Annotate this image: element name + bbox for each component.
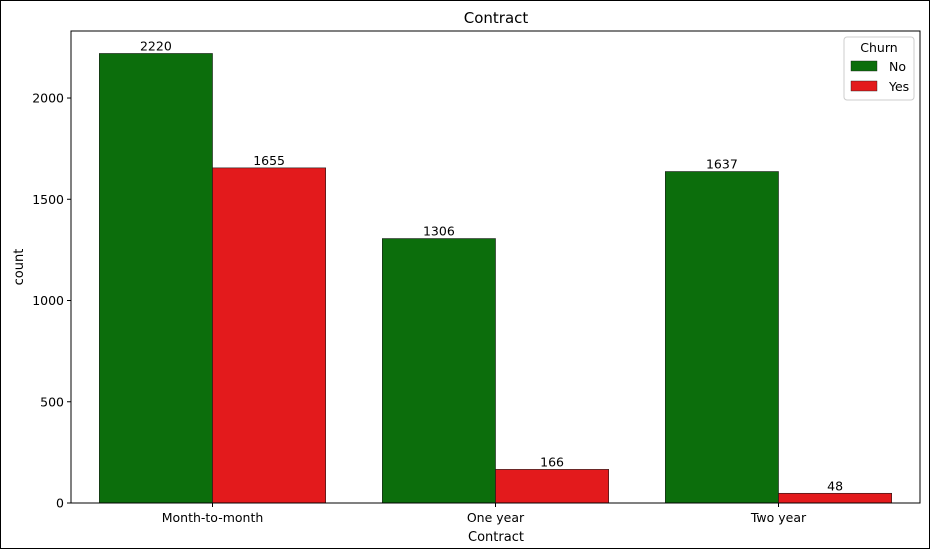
bar-no-1 xyxy=(381,238,496,504)
bar-yes-1 xyxy=(495,469,609,504)
legend-swatch-no xyxy=(850,60,878,72)
legend-title: Churn xyxy=(860,40,897,55)
y-tick-label: 0 xyxy=(56,496,64,511)
bar-yes-0 xyxy=(212,167,326,504)
legend-swatch-yes xyxy=(850,80,878,92)
bar-yes-2 xyxy=(778,492,892,504)
x-axis-label: Contract xyxy=(468,530,524,545)
legend-label-yes: Yes xyxy=(888,79,909,94)
bar-no-2 xyxy=(664,171,779,504)
legend[interactable]: Churn No Yes xyxy=(843,36,915,101)
plot-area-border xyxy=(70,30,921,504)
x-tick-label: One year xyxy=(467,510,525,525)
data-label-no-2: 1637 xyxy=(706,157,738,172)
y-tick-label: 2000 xyxy=(32,91,64,106)
bar-no-0 xyxy=(99,53,213,504)
data-label-yes-0: 1655 xyxy=(253,153,285,168)
bars-group xyxy=(99,53,892,504)
data-labels-group: 2220 1655 1306 166 1637 48 xyxy=(140,38,843,493)
x-axis: Month-to-month One year Two year xyxy=(162,503,807,525)
y-tick-label: 500 xyxy=(40,394,64,409)
legend-label-no: No xyxy=(889,59,906,74)
y-tick-label: 1000 xyxy=(32,293,64,308)
y-axis: 0 500 1000 1500 2000 xyxy=(32,91,71,511)
chart-title: Contract xyxy=(464,9,529,27)
y-tick-label: 1500 xyxy=(32,192,64,207)
data-label-no-0: 2220 xyxy=(140,38,172,53)
x-tick-label: Month-to-month xyxy=(162,510,264,525)
x-tick-label: Two year xyxy=(750,510,807,525)
data-label-yes-1: 166 xyxy=(540,454,564,469)
y-axis-label: count xyxy=(12,249,27,286)
data-label-yes-2: 48 xyxy=(827,478,843,493)
data-label-no-1: 1306 xyxy=(423,224,455,239)
